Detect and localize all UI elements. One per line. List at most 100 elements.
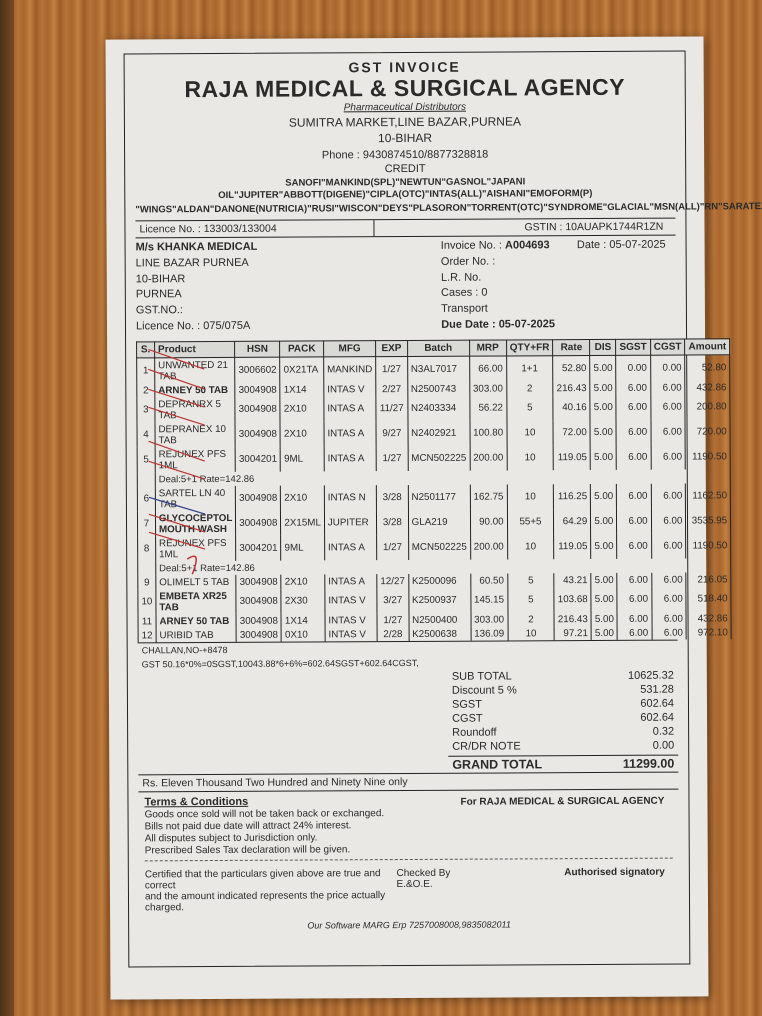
invoice-no: A004693 [505, 239, 550, 251]
row-mrp: 145.15 [470, 588, 507, 613]
table-row: 4 DEPRANEX 10 TAB 3004908 2X10 INTAS A 9… [137, 420, 730, 448]
row-amount: 1190.50 [686, 534, 731, 559]
row-batch: N2402921 [408, 421, 470, 446]
row-qty: 5 [507, 573, 554, 587]
row-product: GLYCOCEPTOL MOUTH WASH [155, 511, 235, 536]
totals-block: SUB TOTAL 10625.32 Discount 5 % 531.28 SGS… [448, 669, 679, 773]
row-sgst: 6.00 [617, 534, 651, 559]
row-amount: 972.10 [686, 626, 731, 640]
terms-title: Terms & Conditions [144, 795, 452, 809]
row-cgst: 6.00 [651, 445, 686, 470]
row-sgst: 6.00 [617, 587, 651, 612]
row-exp: 11/27 [376, 396, 408, 421]
lr-no-row: L.R. No. [441, 269, 676, 286]
grand-total-row: GRAND TOTAL 11299.00 [448, 755, 678, 773]
invoice-no-row: Invoice No. : A004693 Date : 05-07-2025 [441, 237, 676, 254]
row-hsn: 3004201 [235, 447, 280, 472]
row-hsn: 3004908 [236, 589, 281, 614]
row-rate: 52.80 [553, 356, 590, 382]
crdr-row: CR/DR NOTE 0.00 [448, 739, 678, 754]
row-batch: N2403334 [407, 396, 469, 421]
row-hsn: 3004908 [236, 614, 281, 628]
row-dis: 5.00 [591, 587, 617, 612]
company-name: RAJA MEDICAL & SURGICAL AGENCY [135, 74, 675, 104]
row-batch: K2500096 [408, 574, 470, 588]
row-qty: 1+1 [506, 356, 553, 382]
row-product: SARTEL LN 40 TAB [155, 486, 235, 511]
row-rate: 72.00 [553, 420, 590, 445]
row-batch: N2501177 [408, 485, 470, 510]
row-dis: 5.00 [591, 534, 617, 559]
table-row: 3 DEPRANRX 5 TAB 3004908 2X10 INTAS A 11… [137, 395, 730, 423]
row-pack: 0X21TA [280, 357, 324, 383]
company-state: 10-BIHAR [135, 130, 675, 147]
row-cgst: 6.00 [651, 420, 686, 445]
terms-block: Terms & Conditions Goods once sold will … [138, 789, 678, 859]
row-sgst: 6.00 [617, 484, 651, 509]
row-s: 3 [137, 398, 155, 423]
row-pack: 1X14 [280, 383, 324, 397]
table-row: 8 REJUNEX PFS 1ML 3004201 9ML INTAS A 1/… [138, 534, 731, 562]
discount-row: Discount 5 % 531.28 [448, 683, 678, 698]
amount-in-words: Rs. Eleven Thousand Two Hundred and Nine… [142, 776, 407, 789]
row-rate: 119.05 [554, 534, 591, 559]
row-rate: 97.21 [554, 626, 591, 640]
row-pack: 2X10 [281, 486, 325, 511]
row-s: 10 [138, 590, 156, 615]
row-cgst: 6.00 [652, 612, 687, 626]
col-header-amount: Amount [685, 339, 730, 355]
row-rate: 119.05 [553, 445, 590, 470]
row-s: 2 [137, 384, 155, 398]
cert-text-block: Certified that the particulars given abo… [145, 868, 397, 913]
customer-address-line2: LINE BAZAR PURNEA [136, 254, 441, 272]
invoice-paper: GST INVOICE RAJA MEDICAL & SURGICAL AGEN… [105, 36, 708, 999]
row-rate: 40.16 [553, 395, 590, 420]
row-mrp: 56.22 [469, 396, 506, 421]
customer-address-line3: 10-BIHAR [136, 270, 441, 288]
table-row: 10 EMBETA XR25 TAB 3004908 2X30 INTAS V … [138, 587, 731, 615]
row-sgst: 6.00 [617, 612, 651, 626]
cgst-row: CGST 602.64 [448, 711, 678, 726]
col-header-batch: Batch [407, 340, 469, 356]
row-rate: 116.25 [554, 484, 591, 509]
row-mfg: INTAS V [325, 588, 377, 613]
row-cgst: 0.00 [650, 355, 685, 381]
customer-licence-no: Licence No. : 075/075A [136, 318, 441, 336]
row-batch: K2500638 [409, 627, 471, 641]
row-mfg: INTAS V [324, 382, 376, 396]
row-mfg: INTAS V [325, 627, 377, 641]
row-cgst: 6.00 [652, 626, 687, 640]
row-dis: 5.00 [591, 612, 617, 626]
row-mrp: 66.00 [469, 356, 506, 382]
col-header-pack: PACK [280, 341, 324, 357]
row-hsn: 3004908 [236, 628, 281, 642]
row-mfg: INTAS A [325, 574, 377, 588]
row-dis: 5.00 [590, 395, 616, 420]
row-dis: 5.00 [591, 484, 617, 509]
row-product: EMBETA XR25 TAB [156, 589, 236, 614]
row-mrp: 136.09 [471, 627, 508, 641]
row-mrp: 162.75 [470, 485, 507, 510]
invoice-meta-block: Invoice No. : A004693 Date : 05-07-2025 … [441, 237, 676, 334]
row-mfg: MANKIND [324, 357, 376, 383]
row-mrp: 100.80 [470, 421, 507, 446]
row-batch: MCN502225 [408, 535, 470, 560]
transport-row: Transport [441, 301, 676, 318]
row-pack: 2X10 [280, 397, 324, 422]
row-qty: 10 [508, 626, 555, 640]
col-header-mrp: MRP [469, 340, 506, 356]
terms-line-2: All disputes subject to Jurisdiction onl… [145, 832, 453, 845]
col-header-rate: Rate [553, 340, 590, 356]
row-rate: 216.43 [554, 612, 591, 626]
row-rate: 103.68 [554, 587, 591, 612]
row-dis: 5.00 [590, 381, 616, 395]
row-batch: N2500400 [409, 613, 471, 627]
cert-text-2: and the amount indicated represents the … [145, 890, 397, 913]
row-hsn: 3004908 [236, 511, 281, 536]
row-sgst: 6.00 [616, 420, 650, 445]
row-exp: 3/28 [377, 510, 409, 535]
row-product: DEPRANEX 10 TAB [155, 422, 235, 447]
for-company-label: For RAJA MEDICAL & SURGICAL AGENCY [452, 794, 672, 855]
row-mfg: INTAS A [324, 535, 376, 560]
brand-list-line2: "WINGS"ALDAN"DANONE(NUTRICIA)"RUSI"WISCO… [135, 201, 675, 216]
